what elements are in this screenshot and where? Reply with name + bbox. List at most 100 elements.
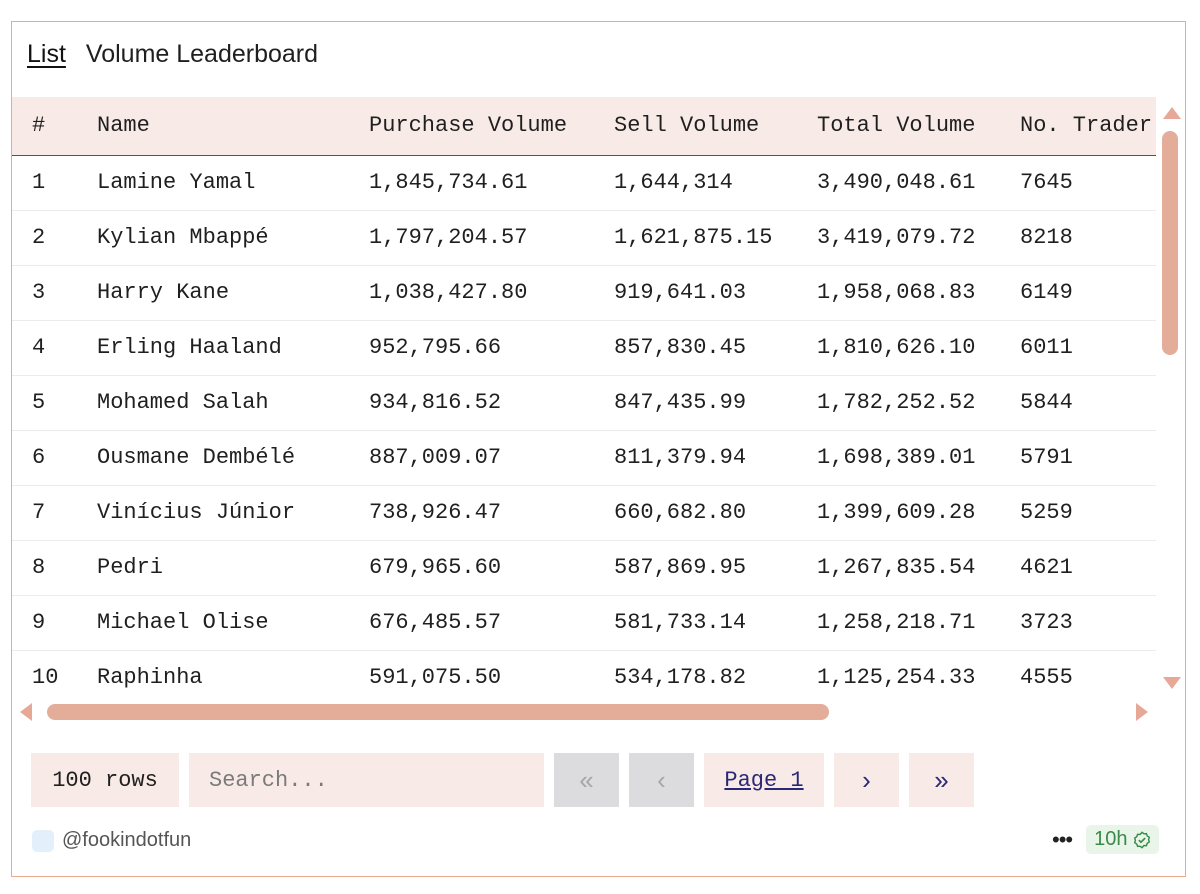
- cell-purchase-volume: 591,075.50: [369, 665, 502, 690]
- table-row[interactable]: 7 Vinícius Júnior 738,926.47 660,682.80 …: [12, 485, 1156, 540]
- last-page-button[interactable]: »: [909, 753, 974, 807]
- cell-purchase-volume: 679,965.60: [369, 555, 502, 580]
- cell-rank: 9: [32, 610, 46, 635]
- previous-page-button[interactable]: ‹: [629, 753, 694, 807]
- scroll-left-arrow-icon[interactable]: [20, 703, 32, 721]
- more-options-icon[interactable]: •••: [1052, 826, 1073, 852]
- cell-purchase-volume: 738,926.47: [369, 500, 502, 525]
- next-page-button[interactable]: ›: [834, 753, 899, 807]
- cell-rank: 6: [32, 445, 46, 470]
- column-header-purchase-volume[interactable]: Purchase Volume: [369, 97, 614, 156]
- cell-total-volume: 1,258,218.71: [817, 610, 976, 635]
- table-row[interactable]: 5 Mohamed Salah 934,816.52 847,435.99 1,…: [12, 375, 1156, 430]
- table-row[interactable]: 3 Harry Kane 1,038,427.80 919,641.03 1,9…: [12, 265, 1156, 320]
- cell-trader-count: 8218: [1020, 225, 1073, 250]
- horizontal-scroll-thumb[interactable]: [47, 704, 829, 720]
- scroll-right-arrow-icon[interactable]: [1136, 703, 1148, 721]
- cell-total-volume: 1,810,626.10: [817, 335, 976, 360]
- cell-trader-count: 5259: [1020, 500, 1073, 525]
- cell-name: Michael Olise: [97, 610, 269, 635]
- cell-rank: 1: [32, 170, 46, 195]
- leaderboard-table-container[interactable]: # Name Purchase Volume Sell Volume Total…: [12, 97, 1156, 692]
- footer-actions: ••• 10h: [1052, 825, 1160, 854]
- table-body: 1 Lamine Yamal 1,845,734.61 1,644,314 3,…: [12, 155, 1156, 692]
- leaderboard-table: # Name Purchase Volume Sell Volume Total…: [12, 97, 1156, 692]
- cell-total-volume: 3,490,048.61: [817, 170, 976, 195]
- tab-list[interactable]: List: [27, 40, 66, 68]
- cell-rank: 5: [32, 390, 46, 415]
- cell-trader-count: 4621: [1020, 555, 1073, 580]
- table-row[interactable]: 2 Kylian Mbappé 1,797,204.57 1,621,875.1…: [12, 210, 1156, 265]
- horizontal-scrollbar[interactable]: [20, 702, 1160, 722]
- cell-rank: 10: [32, 665, 59, 690]
- avatar: [32, 829, 54, 852]
- cell-total-volume: 1,267,835.54: [817, 555, 976, 580]
- cell-total-volume: 1,782,252.52: [817, 390, 976, 415]
- table-row[interactable]: 8 Pedri 679,965.60 587,869.95 1,267,835.…: [12, 540, 1156, 595]
- cell-sell-volume: 534,178.82: [614, 665, 747, 690]
- cell-total-volume: 1,125,254.33: [817, 665, 976, 690]
- cell-sell-volume: 1,644,314: [614, 170, 733, 195]
- page-title: Volume Leaderboard: [85, 40, 319, 68]
- cell-rank: 2: [32, 225, 46, 250]
- table-header-row: # Name Purchase Volume Sell Volume Total…: [12, 97, 1156, 156]
- cell-sell-volume: 587,869.95: [614, 555, 747, 580]
- cell-name: Erling Haaland: [97, 335, 282, 360]
- scroll-down-arrow-icon[interactable]: [1163, 677, 1181, 689]
- table-row[interactable]: 6 Ousmane Dembélé 887,009.07 811,379.94 …: [12, 430, 1156, 485]
- cell-name: Vinícius Júnior: [97, 500, 296, 525]
- cell-total-volume: 1,698,389.01: [817, 445, 976, 470]
- cell-total-volume: 1,958,068.83: [817, 280, 976, 305]
- row-count-label: 100 rows: [31, 753, 179, 807]
- pagination-controls: 100 rows « ‹ Page 1 › »: [31, 753, 974, 807]
- cell-trader-count: 7645: [1020, 170, 1073, 195]
- cell-rank: 3: [32, 280, 46, 305]
- cell-purchase-volume: 1,797,204.57: [369, 225, 528, 250]
- author-info[interactable]: @fookindotfun: [32, 829, 191, 852]
- column-header-sell-volume[interactable]: Sell Volume: [614, 97, 817, 156]
- cell-sell-volume: 1,621,875.15: [614, 225, 773, 250]
- cell-name: Kylian Mbappé: [97, 225, 269, 250]
- cell-trader-count: 5791: [1020, 445, 1073, 470]
- age-label: 10h: [1094, 828, 1128, 850]
- chevron-right-icon: ›: [862, 764, 871, 795]
- cell-purchase-volume: 934,816.52: [369, 390, 502, 415]
- cell-trader-count: 4555: [1020, 665, 1073, 690]
- column-header-trader-count[interactable]: No. Trader: [1020, 97, 1156, 156]
- table-row[interactable]: 1 Lamine Yamal 1,845,734.61 1,644,314 3,…: [12, 155, 1156, 210]
- scroll-up-arrow-icon[interactable]: [1163, 107, 1181, 119]
- cell-sell-volume: 660,682.80: [614, 500, 747, 525]
- double-chevron-right-icon: »: [934, 764, 949, 795]
- column-header-name[interactable]: Name: [97, 97, 369, 156]
- cell-purchase-volume: 1,845,734.61: [369, 170, 528, 195]
- vertical-scrollbar[interactable]: [1160, 107, 1181, 689]
- cell-name: Mohamed Salah: [97, 390, 269, 415]
- cell-purchase-volume: 887,009.07: [369, 445, 502, 470]
- verified-check-icon: [1134, 830, 1151, 849]
- first-page-button[interactable]: «: [554, 753, 619, 807]
- cell-purchase-volume: 676,485.57: [369, 610, 502, 635]
- column-header-total-volume[interactable]: Total Volume: [817, 97, 1020, 156]
- cell-purchase-volume: 1,038,427.80: [369, 280, 528, 305]
- cell-trader-count: 3723: [1020, 610, 1073, 635]
- search-input[interactable]: [189, 753, 544, 807]
- cell-trader-count: 6149: [1020, 280, 1073, 305]
- cell-rank: 4: [32, 335, 46, 360]
- cell-name: Ousmane Dembélé: [97, 445, 296, 470]
- author-handle[interactable]: @fookindotfun: [62, 829, 192, 851]
- table-row[interactable]: 9 Michael Olise 676,485.57 581,733.14 1,…: [12, 595, 1156, 650]
- table-row[interactable]: 10 Raphinha 591,075.50 534,178.82 1,125,…: [12, 650, 1156, 692]
- table-row[interactable]: 4 Erling Haaland 952,795.66 857,830.45 1…: [12, 320, 1156, 375]
- cell-name: Harry Kane: [97, 280, 230, 305]
- cell-name: Lamine Yamal: [97, 170, 256, 195]
- cell-total-volume: 3,419,079.72: [817, 225, 976, 250]
- column-header-rank[interactable]: #: [12, 97, 97, 156]
- current-page-link[interactable]: Page 1: [704, 753, 824, 807]
- cell-trader-count: 5844: [1020, 390, 1073, 415]
- card-header: List Volume Leaderboard: [27, 40, 318, 69]
- cell-rank: 8: [32, 555, 46, 580]
- cell-sell-volume: 581,733.14: [614, 610, 747, 635]
- cell-sell-volume: 919,641.03: [614, 280, 747, 305]
- vertical-scroll-thumb[interactable]: [1162, 131, 1178, 355]
- cell-name: Pedri: [97, 555, 164, 580]
